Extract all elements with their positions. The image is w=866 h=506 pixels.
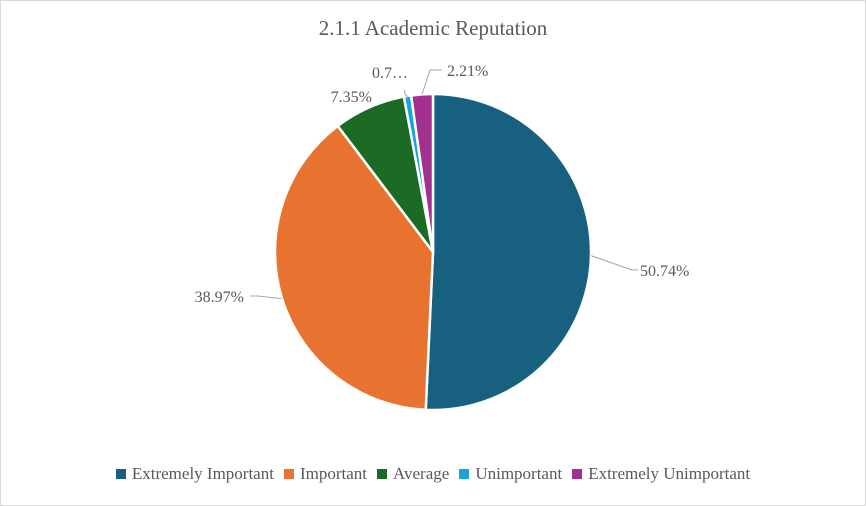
legend-swatch bbox=[283, 469, 294, 479]
legend-label: Extremely Important bbox=[131, 464, 274, 483]
data-label: 7.35% bbox=[331, 89, 372, 106]
leader-line bbox=[421, 69, 442, 95]
data-label: 50.74% bbox=[640, 263, 689, 280]
leader-line bbox=[590, 255, 638, 271]
legend-swatch bbox=[459, 469, 470, 479]
leader-lines bbox=[250, 69, 638, 300]
leader-line bbox=[403, 89, 409, 97]
legend-swatch bbox=[377, 469, 387, 479]
legend-swatch bbox=[115, 469, 126, 479]
pie-slices bbox=[273, 92, 593, 412]
legend-swatch bbox=[572, 469, 583, 479]
pie-slice-important bbox=[273, 124, 435, 412]
legend-item-unimportant: Unimportant bbox=[459, 464, 562, 484]
data-label: 2.21% bbox=[447, 63, 488, 80]
legend-label: Unimportant bbox=[475, 464, 563, 483]
pie-slice-extremely-important bbox=[424, 92, 593, 412]
leader-line bbox=[250, 295, 283, 300]
data-label: 0.7… bbox=[372, 65, 408, 82]
legend: Extremely Important Important Average Un… bbox=[0, 464, 866, 484]
legend-label: Important bbox=[299, 464, 367, 483]
legend-label: Extremely Unimportant bbox=[588, 464, 751, 483]
data-label: 38.97% bbox=[195, 289, 244, 306]
legend-label: Average bbox=[393, 464, 450, 483]
legend-item-average: Average bbox=[377, 464, 449, 484]
legend-item-important: Important bbox=[283, 464, 367, 484]
data-labels: 50.74% 38.97% 7.35%0.7… 2.21% bbox=[195, 63, 690, 306]
legend-item-extremely-unimportant: Extremely Unimportant bbox=[572, 464, 750, 484]
chart-title: 2.1.1 Academic Reputation bbox=[318, 16, 548, 40]
legend-item-extremely-important: Extremely Important bbox=[115, 464, 274, 484]
